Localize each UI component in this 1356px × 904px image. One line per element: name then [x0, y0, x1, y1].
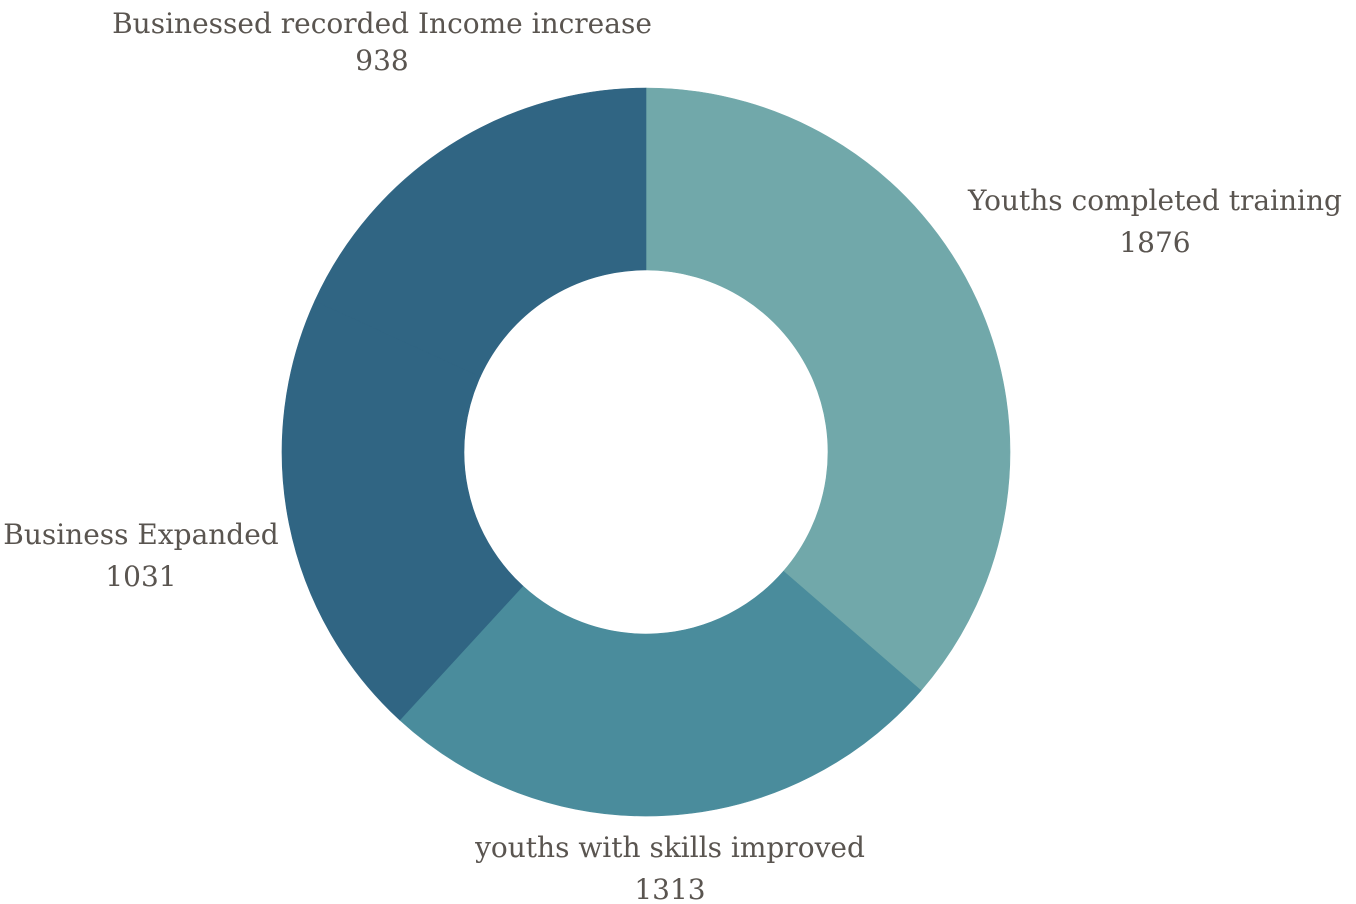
donut-slice-3: [314, 87, 647, 377]
value-label: 1876: [1119, 226, 1190, 259]
label-slice-2: Business Expanded 1031: [3, 518, 279, 593]
category-label: Business Expanded: [3, 518, 279, 551]
donut-slice-0: [645, 87, 1011, 691]
value-label: 938: [355, 44, 408, 77]
label-slice-3: Businessed recorded Income increase 938: [112, 7, 652, 77]
value-label: 1031: [105, 560, 176, 593]
category-label: youths with skills improved: [474, 831, 865, 864]
value-label: 1313: [634, 873, 705, 904]
category-label: Businessed recorded Income increase: [112, 7, 652, 40]
category-label: Youths completed training: [967, 184, 1342, 217]
donut-slice-2: [281, 300, 524, 721]
label-slice-1: youths with skills improved 1313: [474, 831, 865, 904]
donut-slices: [281, 87, 1011, 817]
label-slice-0: Youths completed training 1876: [967, 184, 1342, 259]
donut-slice-1: [399, 570, 922, 817]
